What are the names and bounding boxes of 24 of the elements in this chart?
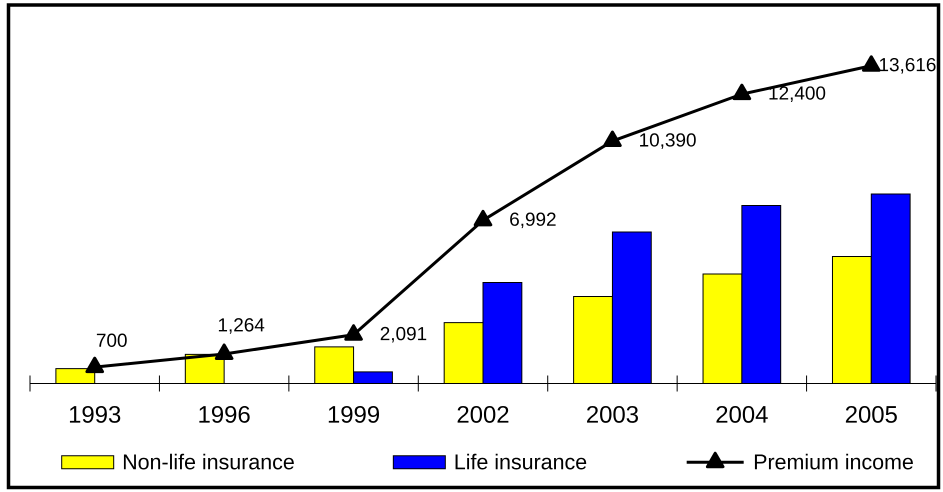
data-label: 2,091 [380, 326, 426, 343]
legend-label: Non-life insurance [124, 454, 294, 470]
data-label: 1,264 [218, 318, 264, 334]
point [85, 356, 104, 374]
x-tick-label: 1999 [328, 406, 380, 423]
x-tick-label: 2005 [846, 406, 897, 423]
x-tick-label: 1996 [199, 406, 250, 423]
x-tick-label: 2002 [458, 406, 508, 423]
point [603, 130, 622, 148]
point [474, 210, 492, 226]
x-tick-label: 1993 [70, 406, 120, 423]
data-label: 13,616 [880, 58, 936, 74]
point [214, 344, 234, 360]
data-label: 10,390 [640, 133, 696, 149]
legend-label: Premium income [754, 454, 913, 470]
x-tick-label: 2004 [716, 406, 768, 423]
data-label: 6,992 [510, 212, 556, 228]
data-label: 700 [96, 334, 127, 347]
point [862, 55, 881, 72]
data-label: 12,400 [770, 86, 826, 102]
point [344, 324, 363, 341]
x-tick-label: 2003 [587, 406, 638, 423]
legend-label: Life insurance [456, 454, 586, 470]
point [732, 84, 752, 100]
